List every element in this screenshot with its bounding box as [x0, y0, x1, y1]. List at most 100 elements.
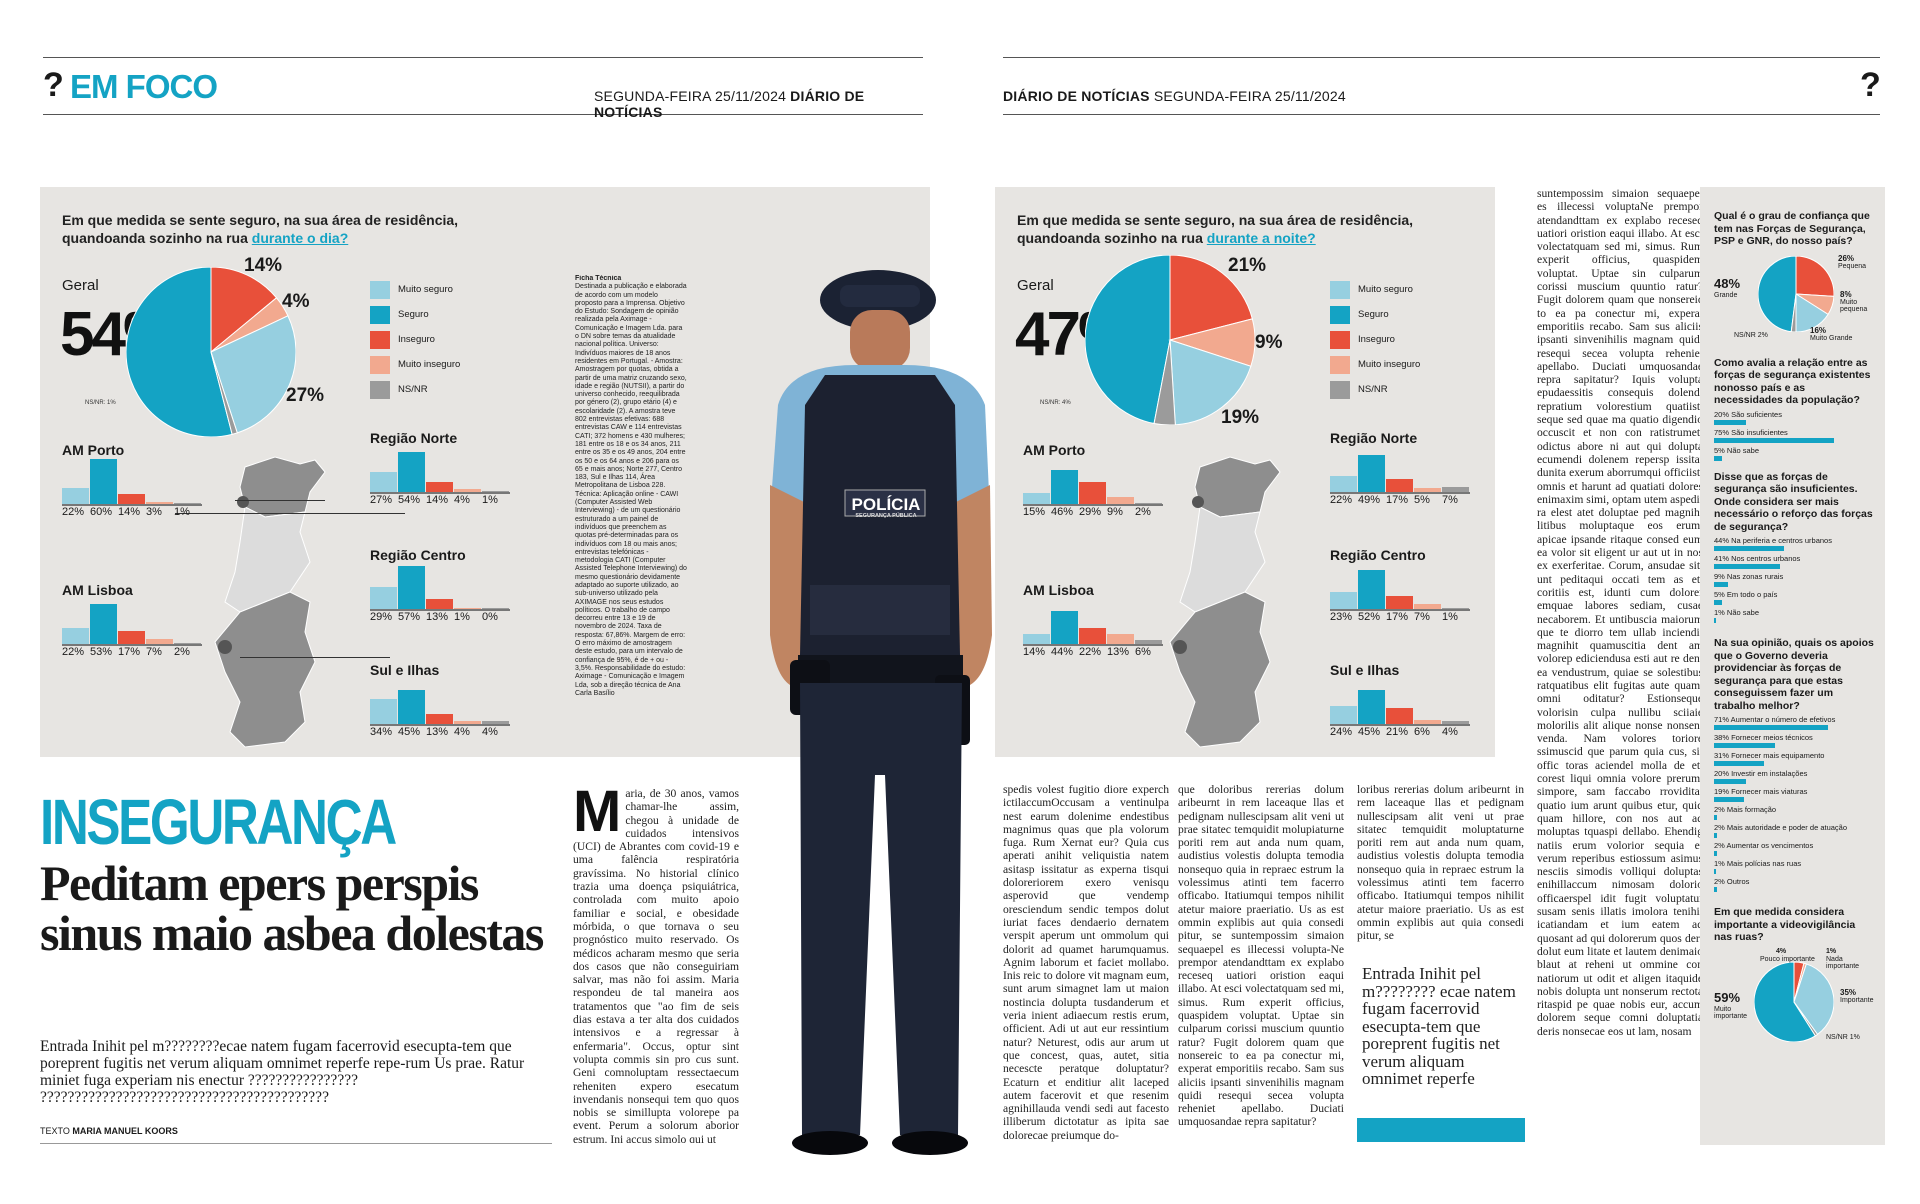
pie-slice-muito-importante — [1754, 961, 1817, 1042]
bar-muito-inseguro — [454, 489, 481, 492]
question-line-1: Em que medida se sente seguro, na sua ár… — [62, 212, 459, 228]
legend-label: Seguro — [1358, 309, 1389, 320]
vest-sublabel: SEGURANÇA PÚBLICA — [855, 513, 917, 519]
legend-swatch — [1330, 355, 1350, 374]
region-bars — [1330, 678, 1470, 726]
value-label: 9% — [1107, 506, 1123, 518]
poll-row-label: 1% Não sabe — [1714, 608, 1760, 617]
poll-row: 2% Mais autoridade e poder de atuação — [1714, 823, 1874, 838]
value-label: 3% — [146, 506, 162, 518]
value-label: 4% — [454, 494, 470, 506]
region-name: Região Norte — [370, 430, 458, 446]
poll-row-bar — [1714, 546, 1785, 551]
column-text: loribus rererias dolum aribeurnt in rem … — [1357, 783, 1524, 943]
legend-item: Seguro — [370, 302, 460, 327]
poll-row: 71% Aumentar o número de efetivos — [1714, 715, 1874, 730]
question-line-1: Em que medida se sente seguro, na sua ár… — [1017, 212, 1414, 228]
region-name: AM Lisboa — [1023, 582, 1094, 598]
pullquote-bar — [1357, 1118, 1525, 1142]
bar-ns-nr — [1135, 502, 1162, 504]
pie-slice-seguro — [126, 267, 233, 437]
poll-row: 2% Aumentar os vencimentos — [1714, 841, 1874, 856]
value-label: 22% — [1330, 494, 1353, 506]
pie-label: 26% — [1838, 253, 1855, 263]
value-label: 17% — [1386, 494, 1409, 506]
value-label: 2% — [1135, 506, 1151, 518]
bar-muito-inseguro — [1414, 719, 1441, 724]
article-column-3: que doloribus rererias dolum aribeurnt i… — [1178, 783, 1344, 1143]
header-date: SEGUNDA-FEIRA 25/11/2024 — [594, 88, 787, 104]
value-label: 22% — [62, 646, 85, 658]
poll-bars: 44% Na periferia e centros urbanos 41% No… — [1714, 536, 1874, 623]
value-label: 2% — [174, 646, 190, 658]
poll-row-label: 5% Em todo o país — [1714, 590, 1778, 599]
region-bars — [62, 598, 202, 646]
dropcap: M — [573, 787, 622, 844]
section-mark: ? — [43, 66, 64, 104]
slice-label: 4% — [282, 291, 310, 312]
legend-item: NS/NR — [370, 377, 460, 402]
bar-muito-seguro — [1023, 633, 1050, 644]
column-text: suntempossim simaion sequaepel es illece… — [1537, 187, 1703, 1038]
value-label: 60% — [90, 506, 113, 518]
region-name: Sul e Ilhas — [1330, 662, 1400, 678]
value-label: 14% — [118, 506, 141, 518]
legend-swatch — [370, 380, 390, 399]
poll-row-label: 31% Fornecer mais equipamento — [1714, 751, 1825, 760]
poll-row-label: 2% Aumentar os vencimentos — [1714, 841, 1814, 850]
section-title: EM FOCO — [70, 68, 218, 105]
chart-question: Em que medida se sente seguro, na sua ár… — [1017, 211, 1457, 247]
legend-swatch — [1330, 280, 1350, 299]
legend: Muito seguro Seguro Inseguro Muito inseg… — [370, 277, 460, 402]
poll-row-bar — [1714, 743, 1775, 748]
bar-muito-inseguro — [1107, 634, 1134, 644]
value-label: 45% — [1358, 726, 1381, 738]
legend-item: Muito inseguro — [370, 352, 460, 377]
poll-row-label: 41% Nos centros urbanos — [1714, 554, 1801, 563]
bar-ns-nr — [174, 503, 201, 504]
value-label: 21% — [1386, 726, 1409, 738]
poll-row-label: 9% Nas zonas rurais — [1714, 572, 1784, 581]
bar-inseguro — [1079, 482, 1106, 504]
bar-inseguro — [1386, 596, 1413, 609]
poll-row-bar — [1714, 761, 1764, 766]
poll-row-bar — [1714, 600, 1722, 605]
poll-row: 20% Investir em instalações — [1714, 769, 1874, 784]
portugal-map — [214, 456, 326, 748]
bar-seguro — [398, 566, 425, 609]
region-name: AM Porto — [1023, 442, 1086, 458]
poll-row-bar — [1714, 437, 1834, 443]
value-label: 0% — [482, 611, 498, 623]
bar-muito-inseguro — [1107, 497, 1134, 504]
pie-label: 48% — [1714, 275, 1741, 291]
bar-muito-seguro — [1330, 706, 1357, 724]
value-label: 29% — [1079, 506, 1102, 518]
poll-row: 44% Na periferia e centros urbanos — [1714, 536, 1874, 551]
nsnr-note: NS/NR: 4% — [1040, 400, 1071, 406]
bar-muito-inseguro — [1414, 488, 1441, 492]
chart-question: Em que medida se sente seguro, na sua ár… — [62, 211, 622, 247]
pie-label: NS/NR 2% — [1734, 331, 1768, 339]
bar-seguro — [1358, 570, 1385, 609]
question-line-2: quandoanda sozinho na rua — [62, 230, 248, 246]
article-column-2: spedis volest fugitio diore experch icti… — [1003, 783, 1169, 1143]
pie-label: Muito pequena — [1840, 298, 1868, 313]
poll-row-label: 2% Mais formação — [1714, 805, 1777, 814]
bar-muito-seguro — [370, 471, 397, 492]
value-label: 14% — [1023, 646, 1046, 658]
slice-label: 19% — [1221, 407, 1260, 428]
value-label: 44% — [1051, 646, 1074, 658]
region-name: Região Centro — [370, 547, 466, 563]
region-am-porto: AM Porto 15% 46% 29% 9% 2% — [1023, 442, 1163, 518]
poll-row: 20% São suficientes — [1714, 410, 1874, 425]
region-sul-ilhas: Sul e Ilhas 24% 45% 21% 6% 4% — [1330, 662, 1470, 738]
kicker: INSEGURANÇA — [40, 786, 397, 858]
pie-label: 4% — [1776, 947, 1787, 955]
pie-label: Pouco importante — [1760, 955, 1815, 963]
pie-label: 8% — [1840, 289, 1852, 299]
poll-row-bar — [1714, 797, 1745, 802]
region-bars — [1023, 598, 1163, 646]
value-label: 6% — [1135, 646, 1151, 658]
videosurveillance-pie — [1754, 961, 1834, 1042]
poll-row: 2% Mais formação — [1714, 805, 1874, 820]
